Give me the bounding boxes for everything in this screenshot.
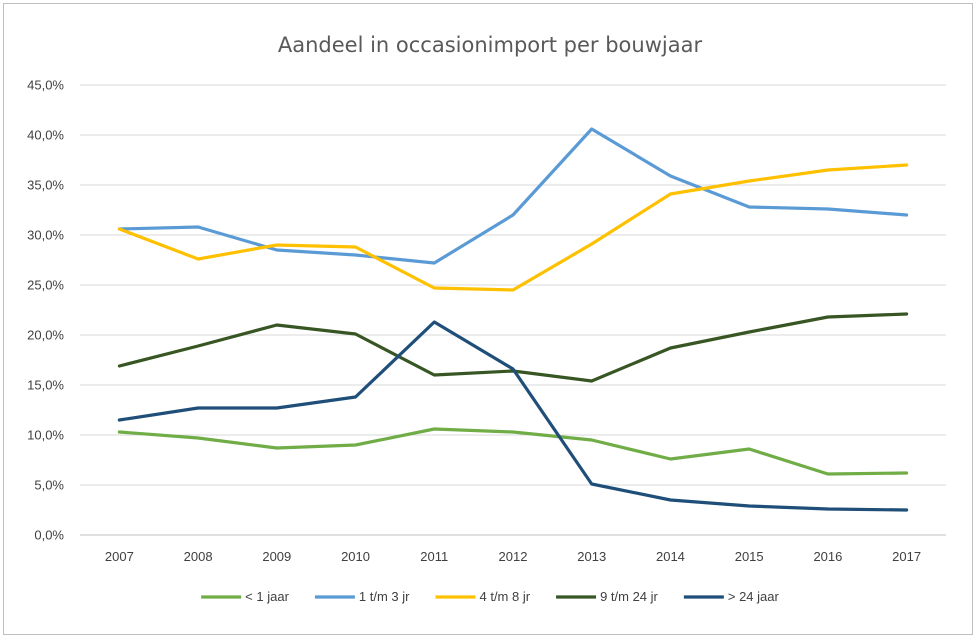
x-tick-label: 2014 bbox=[656, 549, 685, 564]
legend-label: < 1 jaar bbox=[245, 589, 289, 604]
x-tick-label: 2008 bbox=[184, 549, 213, 564]
legend-label: 4 t/m 8 jr bbox=[479, 589, 530, 604]
y-tick-label: 15,0% bbox=[27, 378, 64, 393]
chart-title: Aandeel in occasionimport per bouwjaar bbox=[278, 33, 703, 57]
x-tick-label: 2015 bbox=[735, 549, 764, 564]
y-tick-label: 40,0% bbox=[27, 128, 64, 143]
series-line-2 bbox=[117, 127, 909, 265]
legend-item: > 24 jaar bbox=[683, 589, 780, 604]
legend-item: 1 t/m 3 jr bbox=[314, 589, 410, 604]
series-line-3 bbox=[117, 163, 909, 292]
x-tick-label: 2009 bbox=[262, 549, 291, 564]
x-tick-label: 2010 bbox=[341, 549, 370, 564]
y-tick-label: 45,0% bbox=[27, 78, 64, 93]
x-tick-label: 2012 bbox=[499, 549, 528, 564]
x-tick-label: 2016 bbox=[813, 549, 842, 564]
gridlines bbox=[80, 84, 946, 536]
legend: < 1 jaar 1 t/m 3 jr 4 t/m 8 jr 9 t/m 24 jr >… bbox=[201, 589, 779, 604]
legend-item: < 1 jaar bbox=[201, 589, 290, 604]
y-tick-label: 5,0% bbox=[34, 478, 64, 493]
legend-item: 9 t/m 24 jr bbox=[556, 589, 659, 604]
y-tick-label: 10,0% bbox=[27, 428, 64, 443]
legend-label: 9 t/m 24 jr bbox=[600, 589, 658, 604]
y-tick-label: 30,0% bbox=[27, 228, 64, 243]
legend-item: 4 t/m 8 jr bbox=[435, 589, 531, 604]
x-tick-label: 2007 bbox=[105, 549, 134, 564]
y-tick-label: 25,0% bbox=[27, 278, 64, 293]
y-tick-label: 20,0% bbox=[27, 328, 64, 343]
y-axis-ticks: 0,0% 5,0% 10,0% 15,0% 20,0% 25,0% 30,0% 35,0% 40… bbox=[27, 78, 64, 543]
series-line-1 bbox=[117, 427, 909, 476]
series-lines bbox=[117, 127, 909, 512]
legend-label: > 24 jaar bbox=[728, 589, 780, 604]
x-tick-label: 2013 bbox=[577, 549, 606, 564]
legend-label: 1 t/m 3 jr bbox=[359, 589, 410, 604]
x-axis-ticks: 2007 2008 2009 2010 2011 2012 2013 2014 2015 2016… bbox=[105, 549, 921, 564]
series-line-5 bbox=[117, 320, 909, 512]
x-tick-label: 2017 bbox=[892, 549, 921, 564]
x-tick-label: 2011 bbox=[420, 549, 448, 564]
y-tick-label: 35,0% bbox=[27, 178, 64, 193]
y-tick-label: 0,0% bbox=[34, 528, 64, 543]
